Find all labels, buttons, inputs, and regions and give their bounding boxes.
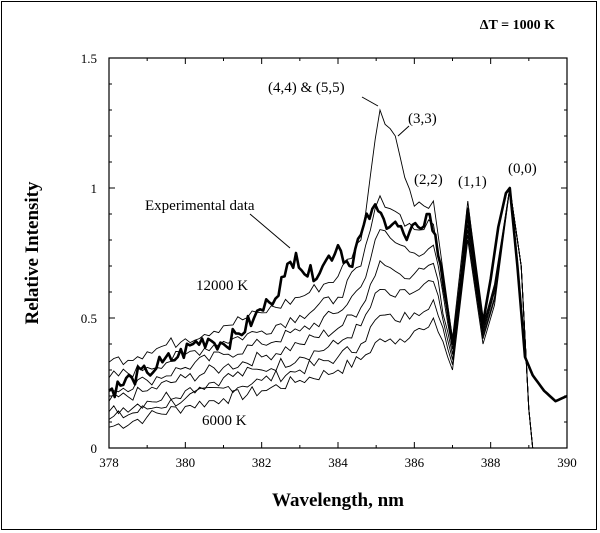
- label-band-44-55: (4,4) & (5,5): [268, 80, 345, 96]
- experimental-spectrum: [108, 186, 568, 403]
- plot-area: [108, 57, 568, 449]
- delta-t-note: ΔT = 1000 K: [480, 18, 555, 33]
- x-tick-label: 388: [481, 455, 501, 470]
- simulated-spectrum-line: [108, 187, 534, 449]
- simulated-spectrum-line: [108, 187, 534, 449]
- experimental-spectrum-line: [108, 186, 568, 403]
- y-axis-ticks: 0 0.5 1 1.5: [81, 51, 567, 456]
- y-tick-label: 1: [91, 181, 98, 196]
- label-band-33: (3,3): [408, 111, 437, 127]
- x-tick-label: 390: [557, 455, 577, 470]
- label-band-00: (0,0): [508, 161, 537, 177]
- label-band-11: (1,1): [458, 174, 487, 190]
- x-axis-ticks: 378 380 382 384 386 388 390: [99, 58, 577, 470]
- simulated-spectrum-line: [108, 108, 534, 449]
- simulated-spectra: [108, 108, 534, 449]
- x-tick-label: 384: [328, 455, 348, 470]
- label-12000k: 12000 K: [196, 278, 248, 294]
- x-tick-label: 378: [99, 455, 119, 470]
- band-44-55-pointer: [361, 96, 379, 107]
- experimental-data-label: Experimental data: [145, 198, 255, 214]
- x-tick-label: 380: [176, 455, 196, 470]
- simulated-spectrum-line: [108, 187, 534, 449]
- label-band-22: (2,2): [414, 172, 443, 188]
- experimental-data-pointer: [249, 213, 291, 249]
- y-tick-label: 0.5: [81, 311, 97, 326]
- x-tick-label: 386: [405, 455, 425, 470]
- band-33-pointer: [397, 125, 410, 137]
- y-tick-label: 0: [91, 441, 98, 456]
- y-tick-label: 1.5: [81, 51, 97, 66]
- y-axis-label: Relative Intensity: [22, 181, 43, 325]
- label-6000k: 6000 K: [202, 413, 247, 429]
- x-axis-label: Wavelength, nm: [272, 490, 404, 511]
- x-tick-label: 382: [252, 455, 272, 470]
- simulated-spectrum-line: [108, 187, 534, 449]
